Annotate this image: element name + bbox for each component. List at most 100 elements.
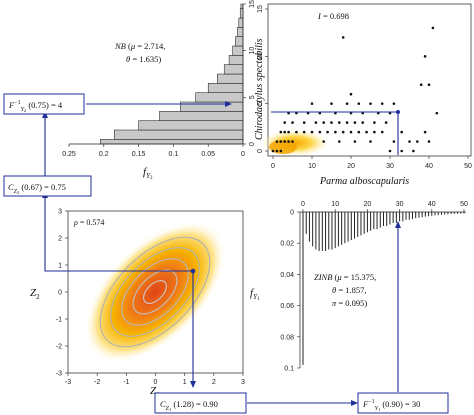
nb-annotation-line2: θ = 1.635) <box>126 54 161 64</box>
scatter-point <box>353 140 357 143</box>
copula-density <box>84 221 226 363</box>
scatter-point <box>341 130 345 134</box>
scatter-point <box>314 121 318 124</box>
nb-bar <box>235 36 244 47</box>
arrow-inv-up <box>395 221 401 228</box>
scatter-point <box>369 102 372 105</box>
zinb-y-tick-label: 0.04 <box>280 272 294 279</box>
scatter-point <box>291 140 294 143</box>
copula-y-tick-label: 1 <box>58 263 62 270</box>
nb-bar <box>232 45 244 56</box>
scatter-x-tick-label: 10 <box>308 163 316 170</box>
zinb-marginal-panel: 0 10 20 30 40 50 0 0.02 0.04 0.06 0.08 0.1 ZINB (μ… <box>250 201 468 373</box>
scatter-point <box>310 102 314 105</box>
scatter-y-tick-label: 5 <box>257 102 264 106</box>
zinb-annotation-line2: θ = 1.857, <box>332 285 366 295</box>
scatter-point <box>392 140 396 143</box>
nb-bar <box>238 17 244 28</box>
zinb-y-tick-label: 0.02 <box>280 241 294 248</box>
scatter-point <box>431 26 435 30</box>
copula-y-tick-label: -3 <box>56 371 62 378</box>
nb-bar <box>216 73 244 84</box>
scatter-point <box>361 121 365 124</box>
arrow-cz1-right <box>351 400 358 406</box>
scatter-y-tick-label: 10 <box>257 52 264 60</box>
copula-x-ticks: -3 -2 -1 0 1 2 3 <box>65 373 245 386</box>
nb-bar <box>207 83 244 93</box>
scatter-point <box>283 130 287 134</box>
zinb-x-tick-label: 50 <box>460 201 468 208</box>
nb-bar <box>113 129 244 140</box>
copula-x-tick-label: -3 <box>65 379 71 386</box>
copula-y-ticks: -3 -2 -1 0 1 2 3 <box>56 209 68 378</box>
joint-scatter-panel: 0 10 20 30 40 50 0 5 10 15 I = 0.698 Parma albos… <box>254 3 472 187</box>
nb-bar <box>100 139 244 145</box>
nb-bar <box>138 120 244 131</box>
scatter-point <box>322 121 326 124</box>
copula-y-tick-label: -2 <box>56 344 62 351</box>
nb-x-tick-label: 0 <box>241 151 245 158</box>
scatter-y-tick-label: 0 <box>257 149 264 153</box>
scatter-x-tick-label: 0 <box>271 163 275 170</box>
nb-bar <box>228 55 244 65</box>
copula-y-tick-label: -1 <box>56 317 62 324</box>
scatter-point <box>345 121 349 124</box>
nb-bar <box>223 64 244 75</box>
scatter-points <box>271 26 439 153</box>
scatter-point <box>275 149 279 153</box>
scatter-point <box>330 102 333 105</box>
inv-y1-text: F−1Y1 (0.90) = 30 <box>362 399 420 412</box>
scatter-point <box>338 140 341 143</box>
zinb-y-label: fY1 <box>250 287 260 302</box>
scatter-annotation: I = 0.698 <box>317 11 349 21</box>
scatter-point <box>384 121 388 124</box>
scatter-point <box>302 121 306 124</box>
copula-x-tick-label: -2 <box>94 379 100 386</box>
nb-x-ticks: 0.25 0.2 0.15 0.1 0.05 0 <box>62 144 245 158</box>
nb-bar <box>237 27 244 37</box>
zinb-x-tick-label: 10 <box>331 201 339 208</box>
scatter-point <box>275 140 279 143</box>
scatter-density-outer <box>261 130 329 156</box>
zinb-annotation-line1: ZINB (μ = 15.375, <box>314 272 376 282</box>
zinb-annotation-line3: π = 0.095) <box>332 298 367 308</box>
scatter-point <box>357 130 361 134</box>
zinb-x-tick-label: 0 <box>301 201 305 208</box>
copula-y-tick-label: 0 <box>58 290 62 297</box>
nb-x-tick-label: 0.25 <box>62 151 76 158</box>
c-z1-text: CZ1 (1.28) = 0.90 <box>160 399 218 412</box>
scatter-y-ticks: 0 5 10 15 <box>257 5 268 153</box>
scatter-point <box>310 130 314 134</box>
nb-bar <box>195 92 244 103</box>
scatter-point <box>287 130 290 134</box>
scatter-point <box>427 83 431 87</box>
arrow-z1-down <box>190 381 196 388</box>
zinb-x-tick-label: 40 <box>428 201 436 208</box>
scatter-point <box>349 130 353 134</box>
scatter-point <box>287 140 290 143</box>
scatter-point <box>349 92 353 96</box>
nb-x-tick-label: 0.05 <box>201 151 215 158</box>
scatter-point <box>330 121 333 124</box>
scatter-point <box>353 121 357 124</box>
scatter-point <box>338 121 341 124</box>
scatter-point <box>373 130 376 134</box>
copula-x-tick-label: -1 <box>123 379 129 386</box>
scatter-point <box>279 130 283 134</box>
nb-bar <box>180 101 244 112</box>
zinb-bars <box>302 212 465 365</box>
copula-x-tick-label: 3 <box>241 379 245 386</box>
scatter-point <box>412 149 415 153</box>
nb-bars <box>100 3 244 145</box>
scatter-proj-point <box>396 110 400 114</box>
scatter-point <box>400 149 404 153</box>
zinb-y-ticks: 0 0.02 0.04 0.06 0.08 0.1 <box>280 210 300 373</box>
box-c-z1: CZ1 (1.28) = 0.90 <box>154 392 247 414</box>
nb-x-tick-label: 0.15 <box>132 151 146 158</box>
scatter-x-tick-label: 30 <box>386 163 394 170</box>
scatter-point <box>365 130 368 134</box>
nb-bar <box>159 111 244 121</box>
scatter-x-tick-label: 50 <box>464 163 472 170</box>
zinb-x-ticks: 0 10 20 30 40 50 <box>301 201 468 212</box>
nb-x-tick-label: 0.1 <box>169 151 179 158</box>
